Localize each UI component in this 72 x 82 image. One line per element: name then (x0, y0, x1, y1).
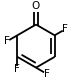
Text: F: F (62, 24, 68, 34)
Text: F: F (14, 64, 20, 74)
Text: F: F (4, 36, 10, 46)
Text: O: O (32, 1, 40, 11)
Text: F: F (44, 69, 50, 79)
